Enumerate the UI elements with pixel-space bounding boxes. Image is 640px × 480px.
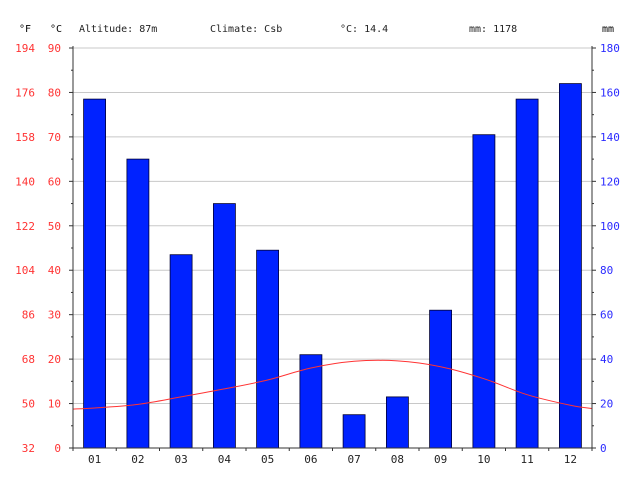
- celsius-tick-label: 0: [54, 442, 61, 455]
- month-label: 02: [131, 453, 144, 466]
- mm-tick-label: 80: [600, 264, 613, 277]
- celsius-tick-label: 30: [48, 309, 61, 322]
- mm-tick-label: 20: [600, 398, 613, 411]
- precipitation-bar-01: [83, 98, 106, 449]
- precipitation-bars: [83, 83, 582, 449]
- celsius-tick-label: 80: [48, 86, 61, 99]
- month-label: 06: [304, 453, 317, 466]
- header-precipitation: mm: 1178: [469, 24, 517, 35]
- temperature-line-layer: [72, 359, 593, 410]
- celsius-tick-label: 50: [48, 220, 61, 233]
- mm-tick-label: 0: [600, 442, 607, 455]
- header-altitude: Altitude: 87m: [79, 24, 157, 35]
- fahrenheit-tick-label: 176: [15, 86, 35, 99]
- month-label: 07: [348, 453, 361, 466]
- unit-celsius-label: °C: [50, 24, 62, 35]
- month-label: 08: [391, 453, 404, 466]
- fahrenheit-tick-label: 194: [15, 42, 35, 55]
- celsius-tick-label: 60: [48, 175, 61, 188]
- precipitation-bar-11: [515, 98, 539, 449]
- fahrenheit-tick-label: 68: [22, 353, 35, 366]
- precipitation-bar-04: [212, 203, 236, 449]
- month-label: 05: [261, 453, 274, 466]
- fahrenheit-tick-label: 104: [15, 264, 35, 277]
- unit-mm-label: mm: [602, 24, 614, 35]
- precipitation-bar-08: [385, 396, 409, 449]
- month-label: 01: [88, 453, 101, 466]
- axes: [69, 46, 596, 451]
- unit-fahrenheit-label: °F: [19, 24, 31, 35]
- fahrenheit-tick-label: 86: [22, 309, 35, 322]
- month-label: 10: [477, 453, 490, 466]
- precipitation-bar-10: [472, 134, 496, 449]
- precipitation-bar-09: [429, 309, 453, 449]
- mm-tick-label: 180: [600, 42, 620, 55]
- month-label: 09: [434, 453, 447, 466]
- grid-lines: [73, 47, 592, 405]
- precipitation-bar-12: [559, 83, 582, 449]
- fahrenheit-tick-label: 50: [22, 398, 35, 411]
- month-label: 11: [521, 453, 534, 466]
- precipitation-bar-05: [256, 249, 280, 449]
- month-label: 03: [175, 453, 188, 466]
- header-temperature: °C: 14.4: [340, 24, 388, 35]
- fahrenheit-tick-label: 122: [15, 220, 35, 233]
- mm-tick-label: 100: [600, 220, 620, 233]
- precipitation-bar-03: [169, 254, 193, 449]
- mm-tick-label: 160: [600, 86, 620, 99]
- precipitation-bar-07: [342, 414, 366, 449]
- header-climate: Climate: Csb: [210, 24, 282, 35]
- month-label: 12: [564, 453, 577, 466]
- celsius-tick-label: 90: [48, 42, 61, 55]
- mm-tick-label: 40: [600, 353, 613, 366]
- celsius-tick-label: 20: [48, 353, 61, 366]
- precipitation-bar-06: [299, 354, 323, 449]
- celsius-tick-label: 70: [48, 131, 61, 144]
- fahrenheit-tick-label: 32: [22, 442, 35, 455]
- celsius-tick-label: 10: [48, 398, 61, 411]
- mm-tick-label: 120: [600, 175, 620, 188]
- month-label: 04: [218, 453, 232, 466]
- temperature-line: [72, 359, 593, 410]
- mm-tick-label: 60: [600, 309, 613, 322]
- fahrenheit-tick-label: 158: [15, 131, 35, 144]
- celsius-tick-label: 40: [48, 264, 61, 277]
- mm-tick-label: 140: [600, 131, 620, 144]
- fahrenheit-tick-label: 140: [15, 175, 35, 188]
